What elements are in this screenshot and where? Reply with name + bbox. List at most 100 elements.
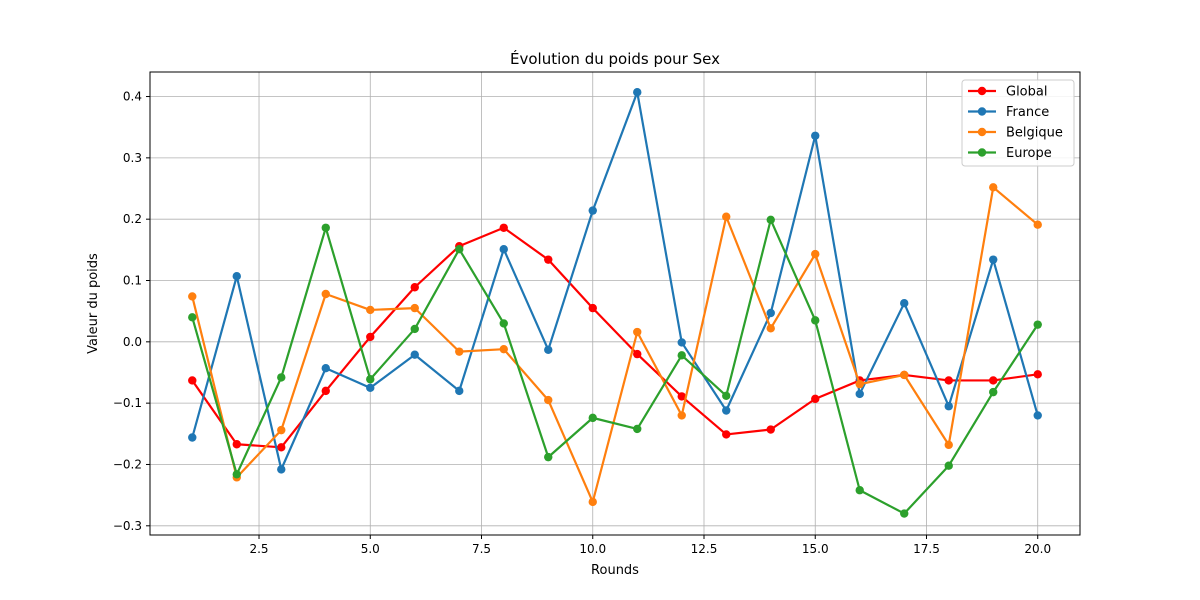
data-point-europe [366,375,375,384]
legend-box [961,79,1075,167]
data-point-france [855,389,864,399]
data-point-europe [811,316,820,325]
legend-label-belgique: Belgique [1006,126,1063,141]
data-point-europe [633,424,642,434]
y-tick-label: 0.1 [123,274,142,288]
data-point-europe [544,452,553,462]
data-point-europe [677,351,686,360]
data-point-global [499,223,508,232]
data-point-belgique [499,344,508,354]
data-point-europe [455,245,464,254]
data-point-global [321,386,330,396]
x-axis: 2.5 5.0 7.5 10.0 12.5 15.0 17.5 20.0 [249,535,1051,556]
data-point-europe [944,461,953,470]
data-point-europe [900,509,909,518]
data-point-global [232,440,241,449]
x-tick-label: 17.5 [913,542,940,556]
data-point-global [544,255,553,264]
data-point-europe [722,391,731,400]
data-point-france [499,245,508,254]
data-point-global [1033,370,1042,379]
data-point-belgique [722,212,731,221]
data-point-belgique [855,379,864,389]
data-point-belgique [410,303,419,313]
legend-marker-belgique [977,127,987,137]
data-point-france [232,272,241,281]
legend-marker-global [977,86,987,96]
data-point-france [722,406,731,415]
data-point-belgique [677,411,686,420]
data-point-global [633,349,642,359]
data-point-global [989,376,998,385]
data-point-belgique [900,370,909,380]
y-tick-label: 0.4 [123,90,142,104]
data-point-europe [588,413,597,423]
data-point-france [188,433,197,442]
data-point-europe [232,470,241,479]
data-point-global [188,376,197,385]
data-point-europe [766,215,775,224]
y-tick-label: −0.1 [113,396,142,410]
data-point-france [811,131,820,140]
x-tick-label: 5.0 [361,542,380,556]
y-tick-label: −0.3 [113,519,142,533]
series-france [188,88,1042,474]
data-point-belgique [366,305,375,315]
series-line-europe [191,218,1039,515]
data-point-france [455,386,464,396]
legend-label-global: Global [1006,85,1047,100]
data-point-belgique [633,327,642,337]
data-point-global [944,376,953,385]
legend: Global France Belgique Europe [961,79,1075,167]
data-point-belgique [188,292,197,301]
series-group [188,88,1042,518]
data-point-france [989,255,998,264]
x-axis-label: Rounds [591,563,639,578]
data-point-france [766,308,775,318]
data-point-belgique [944,440,953,450]
legend-item-europe: Europe [968,146,1052,161]
data-point-france [944,402,953,411]
x-tick-label: 15.0 [802,542,829,556]
data-point-france [366,383,375,393]
x-tick-label: 7.5 [472,542,491,556]
data-point-global [766,425,775,434]
data-point-europe [410,324,419,334]
data-point-europe [277,373,286,382]
data-point-belgique [811,249,820,259]
y-tick-label: −0.2 [113,457,142,471]
data-point-belgique [588,497,597,507]
x-tick-label: 12.5 [691,542,718,556]
chart-title: Évolution du poids pour Sex [510,49,720,68]
legend-label-europe: Europe [1006,146,1052,161]
data-point-belgique [989,183,998,192]
y-tick-label: 0.0 [123,335,142,349]
data-point-europe [855,486,864,495]
data-point-france [677,338,686,347]
data-point-belgique [277,425,286,435]
data-point-europe [1033,320,1042,329]
legend-label-france: France [1006,105,1049,120]
data-point-global [277,443,286,452]
plot-area [149,71,1081,536]
data-point-france [633,88,642,97]
series-belgique [188,183,1042,507]
data-point-belgique [766,324,775,333]
data-point-global [366,332,375,342]
legend-marker-france [977,107,987,116]
y-axis-label: Valeur du poids [86,253,101,354]
series-line-belgique [191,186,1039,503]
data-point-europe [188,313,197,322]
y-tick-label: 0.2 [123,212,142,226]
x-tick-label: 2.5 [249,542,268,556]
data-point-global [410,283,419,292]
data-point-global [588,303,597,313]
data-point-france [1033,411,1042,420]
y-tick-label: 0.3 [123,151,142,165]
legend-marker-europe [977,148,987,157]
x-tick-label: 10.0 [579,542,606,556]
data-point-belgique [455,347,464,356]
data-point-global [677,392,686,401]
y-axis: −0.3 −0.2 −0.1 0.0 0.1 0.2 0.3 0.4 [113,90,150,533]
